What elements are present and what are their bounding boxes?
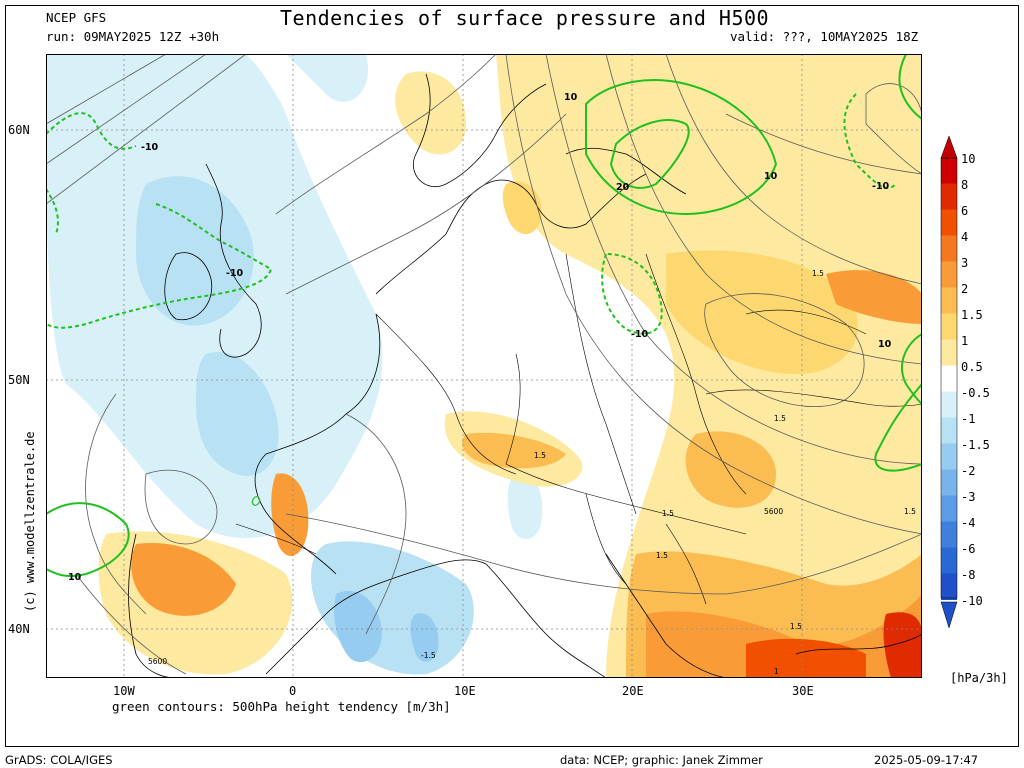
colorbar-swatch [941,573,957,600]
colorbar-swatch [941,547,957,574]
colorbar-label: 2 [961,282,969,296]
colorbar-swatch [941,521,957,548]
contour-label: 1.5 [812,269,824,278]
map-caption: green contours: 500hPa height tendency [… [112,699,451,714]
page-title: Tendencies of surface pressure and H500 [280,6,770,30]
colorbar-swatch [941,365,957,392]
contour-label: 5600 [148,657,167,666]
colorbar-label: 6 [961,204,969,218]
contour-label: 1.5 [790,622,802,631]
watermark: (c) www.modellzentrale.de [23,431,37,612]
colorbar-label: -0.5 [961,386,990,400]
contour-label: 1 [774,667,779,676]
colorbar-label: 1.5 [961,308,983,322]
green-label: 10 [878,339,892,350]
falling-pressure-areas [46,54,543,675]
green-label: 10 [564,92,578,103]
contour-label: -1.5 [421,651,436,660]
colorbar-label: 3 [961,256,969,270]
colorbar-unit: [hPa/3h] [950,671,1008,685]
lat-lon-grid [46,54,922,678]
lon-label: 0 [289,684,297,698]
colorbar-swatch [941,495,957,522]
colorbar-label: -10 [961,594,983,608]
footer-timestamp: 2025-05-09-17:47 [874,753,979,767]
colorbar-swatch [941,417,957,444]
valid-time: valid: ???, 10MAY2025 18Z [730,29,919,44]
colorbar-label: -2 [961,464,976,478]
colorbar-label: 0.5 [961,360,983,374]
colorbar-swatch [941,183,957,210]
figure-frame [5,5,1019,747]
green-label: 10 [68,572,82,583]
colorbar-swatch [941,261,957,288]
green-label: -10 [141,142,159,153]
colorbar-label: 4 [961,230,969,244]
contour-labels: -10 -10 -10 -10 10 10 10 10 20 [68,92,892,583]
green-height-tendency-contours [46,54,922,578]
lon-label: 30E [792,684,814,698]
colorbar-label: 8 [961,178,969,192]
colorbar-label: -8 [961,568,976,582]
colorbar-swatch [941,443,957,470]
country-borders [235,253,922,605]
lon-label: 10W [113,684,135,698]
lon-label: 10E [454,684,476,698]
lat-label: 50N [8,373,30,387]
coastlines [128,73,922,678]
colorbar-swatch [941,313,957,340]
colorbar-swatch [941,339,957,366]
contour-label: 1.5 [904,507,916,516]
black-contour-labels: 1.5 1.5 1.5 1.5 1.5 1.5 1.5 -1.5 1 5600 … [148,269,916,676]
contour-label: 1.5 [774,414,786,423]
colorbar-label: -1 [961,412,976,426]
colorbar-label: -6 [961,542,976,556]
colorbar-label: 1 [961,334,969,348]
pressure-tendency-map: -10 -10 -10 -10 10 10 10 10 20 1.5 1.5 1… [46,54,922,678]
green-label: 10 [764,171,778,182]
green-label: -10 [226,268,244,279]
contour-label: 1.5 [662,509,674,518]
colorbar-swatch [941,209,957,236]
contour-label: 1.5 [534,451,546,460]
colorbar [940,135,958,629]
contour-label: 1.5 [656,551,668,560]
height-contours [46,54,922,675]
lon-label: 20E [622,684,644,698]
lat-label: 40N [8,622,30,636]
model-name: NCEP GFS [46,10,107,25]
run-info: run: 09MAY2025 12Z +30h [46,29,220,44]
footer-software: GrADS: COLA/IGES [5,753,113,767]
colorbar-label: 10 [961,152,976,166]
colorbar-label: -1.5 [961,438,990,452]
lat-label: 60N [8,123,30,137]
green-label: -10 [631,329,649,340]
colorbar-swatch [941,287,957,314]
footer-credits: data: NCEP; graphic: Janek Zimmer [560,753,763,767]
colorbar-label: -3 [961,490,976,504]
rising-pressure-areas [98,54,922,678]
colorbar-label: -4 [961,516,976,530]
colorbar-swatch [941,157,957,184]
colorbar-swatch [941,235,957,262]
contour-label: 5600 [764,507,783,516]
colorbar-swatch [941,391,957,418]
green-label: -10 [872,181,890,192]
colorbar-swatch [941,469,957,496]
green-label: 20 [616,182,630,193]
